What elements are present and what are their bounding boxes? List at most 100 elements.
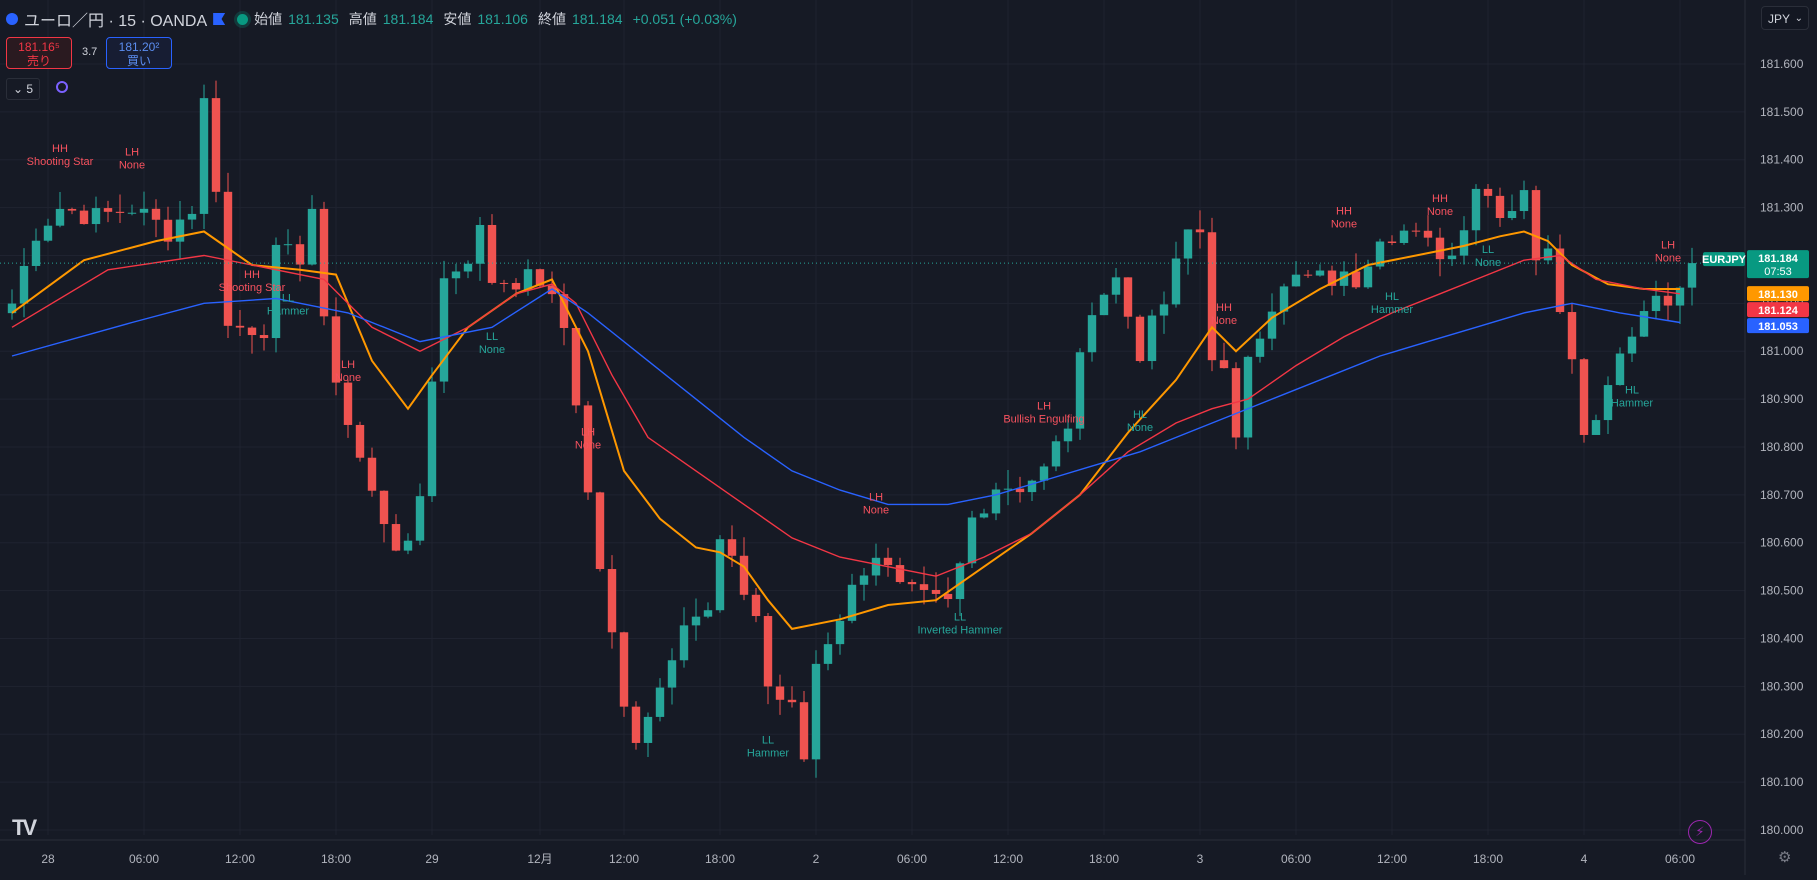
candle-body xyxy=(643,716,653,743)
x-tick-label: 06:00 xyxy=(1665,852,1695,866)
pattern-annotation-label: LL xyxy=(762,735,774,747)
pattern-annotation-label: LL xyxy=(1482,244,1494,256)
candle-body xyxy=(511,282,521,290)
candle-body xyxy=(595,492,605,570)
candle-body xyxy=(1111,277,1121,295)
price-tag-value: 181.124 xyxy=(1758,305,1799,317)
candle-body xyxy=(1399,230,1409,243)
pattern-annotation-label: Bullish Engulfing xyxy=(1003,413,1084,425)
pattern-annotation-label: LH xyxy=(1661,239,1675,251)
pattern-annotation-label: None xyxy=(1655,252,1681,264)
high-value: 181.184 xyxy=(382,11,434,27)
pattern-annotation-label: HL xyxy=(1385,291,1399,303)
pattern-annotation-label: LH xyxy=(341,359,355,371)
candle-body xyxy=(763,616,773,687)
close-label: 終値 xyxy=(537,11,566,27)
candle-body xyxy=(451,271,461,279)
candle-body xyxy=(19,265,29,304)
candle-body xyxy=(919,584,929,590)
pattern-annotation-label: None xyxy=(1211,315,1237,327)
candle-body xyxy=(115,211,125,213)
candle-body xyxy=(823,644,833,664)
candle-body xyxy=(1219,360,1229,369)
pattern-annotation-label: None xyxy=(1475,257,1501,269)
candle-body xyxy=(283,244,293,246)
moving-average-line xyxy=(11,230,1680,630)
candle-body xyxy=(775,686,785,700)
candle-body xyxy=(907,582,917,585)
candle-body xyxy=(1651,295,1661,312)
x-tick-label: 12:00 xyxy=(609,852,639,866)
candle-body xyxy=(427,381,437,497)
candle-body xyxy=(859,575,869,585)
candle-body xyxy=(1675,287,1685,306)
candle-body xyxy=(271,244,281,339)
symbol-icon xyxy=(6,13,18,25)
price-tag-bg xyxy=(1747,286,1809,302)
candle-body xyxy=(1567,312,1577,360)
y-tick-label: 180.600 xyxy=(1760,536,1804,550)
candle-body xyxy=(1303,274,1313,276)
candle-body xyxy=(1447,255,1457,260)
candle-body xyxy=(1351,271,1361,288)
close-value: 181.184 xyxy=(571,11,623,27)
pattern-annotation-label: LH xyxy=(581,426,595,438)
candle-body xyxy=(1663,295,1673,306)
price-tag-bg xyxy=(1747,302,1809,318)
pattern-annotation-label: Hammer xyxy=(1371,304,1414,316)
candle-body xyxy=(883,557,893,566)
candle-body xyxy=(1279,286,1289,312)
buy-price: 181.20² xyxy=(118,40,160,54)
pattern-annotation-label: Shooting Star xyxy=(27,156,94,168)
sell-price: 181.16⁵ xyxy=(18,40,60,54)
indicator-collapse-button[interactable]: ⌄ 5 xyxy=(6,78,40,100)
candle-body xyxy=(1159,304,1169,316)
candle-body xyxy=(1027,480,1037,493)
candle-body xyxy=(811,663,821,760)
tradingview-logo[interactable]: TV xyxy=(12,815,37,840)
y-tick-label: 181.300 xyxy=(1760,201,1804,215)
candle-body xyxy=(691,616,701,626)
candle-body xyxy=(751,594,761,617)
candle-body xyxy=(799,702,809,760)
currency-selector[interactable]: JPY ⌄ xyxy=(1761,6,1809,30)
market-status-icon xyxy=(237,13,249,25)
candle-body xyxy=(1483,188,1493,196)
candle-body xyxy=(343,382,353,425)
candle-body xyxy=(1063,428,1073,442)
buy-button[interactable]: 181.20² 買い xyxy=(106,37,172,69)
pattern-annotation-label: None xyxy=(1331,218,1357,230)
sell-button[interactable]: 181.16⁵ 売り xyxy=(6,37,72,69)
y-tick-label: 180.800 xyxy=(1760,440,1804,454)
price-tag-value: 181.053 xyxy=(1758,321,1798,333)
sell-label: 売り xyxy=(26,54,51,68)
pattern-annotation-label: Hammer xyxy=(747,748,790,760)
candle-body xyxy=(931,589,941,594)
candle-body xyxy=(1471,188,1481,231)
lightning-icon[interactable]: ⚡ xyxy=(1688,820,1712,844)
candle-body xyxy=(1519,190,1529,212)
candle-body xyxy=(55,208,65,226)
gear-icon[interactable]: ⚙ xyxy=(1778,849,1792,866)
candle-body xyxy=(439,278,449,382)
candle-body xyxy=(1435,237,1445,260)
candle-body xyxy=(331,316,341,383)
candle-body xyxy=(1147,315,1157,362)
candle-body xyxy=(619,632,629,707)
y-tick-label: 181.500 xyxy=(1760,105,1804,119)
candle-body xyxy=(1039,466,1049,481)
candle-body xyxy=(547,285,557,295)
candle-body xyxy=(1171,258,1181,305)
pattern-annotation-label: Shooting Star xyxy=(219,282,286,294)
instrument-tag-label: EURJPY xyxy=(1702,254,1747,266)
y-tick-label: 180.400 xyxy=(1760,631,1804,645)
candle-body xyxy=(1495,195,1505,219)
y-tick-label: 180.200 xyxy=(1760,727,1804,741)
symbol-title[interactable]: ユーロ／円 · 15 · OANDA xyxy=(24,13,208,30)
spread-value: 3.7 xyxy=(82,46,98,58)
candle-body xyxy=(1363,266,1373,288)
moving-average-line xyxy=(11,288,1681,506)
candle-body xyxy=(571,327,581,406)
